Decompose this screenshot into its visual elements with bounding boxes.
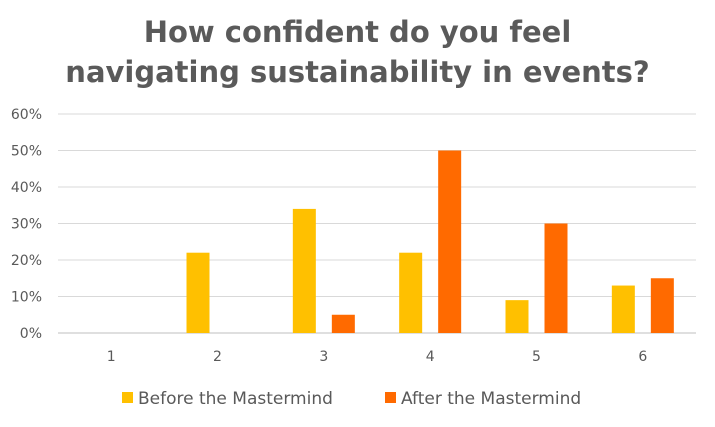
x-tick-label: 1 bbox=[107, 349, 116, 365]
y-axis: 0% 10% 20% 30% 40% 50% 60% bbox=[11, 107, 42, 342]
legend: Before the Mastermind After the Mastermin… bbox=[122, 389, 581, 409]
bar bbox=[650, 278, 674, 333]
chart-title-line-2: navigating sustainability in events? bbox=[65, 55, 650, 89]
bars bbox=[186, 150, 674, 333]
legend-label: After the Mastermind bbox=[401, 389, 581, 409]
y-tick-label: 30% bbox=[11, 217, 42, 233]
bar bbox=[611, 285, 635, 333]
x-tick-label: 2 bbox=[213, 349, 222, 365]
y-tick-label: 50% bbox=[11, 144, 42, 160]
y-tick-label: 40% bbox=[11, 180, 42, 196]
chart-title-line-1: How confident do you feel bbox=[143, 15, 572, 49]
x-tick-label: 5 bbox=[532, 349, 541, 365]
x-tick-label: 4 bbox=[426, 349, 435, 365]
y-tick-label: 60% bbox=[11, 107, 42, 123]
y-tick-label: 0% bbox=[20, 326, 42, 342]
y-tick-label: 10% bbox=[11, 290, 42, 306]
bar bbox=[331, 314, 355, 333]
x-tick-label: 6 bbox=[638, 349, 647, 365]
bar bbox=[544, 223, 568, 333]
legend-swatch bbox=[385, 392, 396, 403]
bar bbox=[186, 252, 210, 333]
gridlines bbox=[58, 113, 696, 334]
chart-title: How confident do you feel navigating sus… bbox=[0, 12, 715, 92]
legend-swatch bbox=[122, 392, 133, 403]
x-axis: 1 2 3 4 5 6 bbox=[107, 349, 648, 365]
y-tick-label: 20% bbox=[11, 253, 42, 269]
bar bbox=[505, 300, 529, 333]
bar bbox=[438, 150, 462, 333]
bar bbox=[292, 208, 316, 333]
x-tick-label: 3 bbox=[319, 349, 328, 365]
legend-label: Before the Mastermind bbox=[138, 389, 333, 409]
bar bbox=[399, 252, 423, 333]
